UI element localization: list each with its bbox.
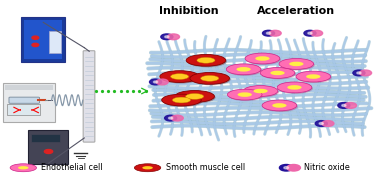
FancyBboxPatch shape bbox=[28, 130, 68, 164]
Ellipse shape bbox=[262, 100, 297, 111]
Ellipse shape bbox=[279, 58, 314, 69]
Circle shape bbox=[161, 34, 173, 40]
Circle shape bbox=[279, 165, 293, 171]
Text: Endothelial cell: Endothelial cell bbox=[41, 163, 103, 172]
Circle shape bbox=[319, 122, 323, 124]
Ellipse shape bbox=[246, 54, 281, 65]
Circle shape bbox=[311, 30, 322, 36]
Circle shape bbox=[167, 34, 180, 40]
Ellipse shape bbox=[229, 90, 263, 101]
Ellipse shape bbox=[191, 74, 231, 85]
Ellipse shape bbox=[277, 82, 312, 93]
Ellipse shape bbox=[260, 68, 295, 78]
Ellipse shape bbox=[201, 76, 219, 81]
Text: Inhibition: Inhibition bbox=[159, 6, 219, 16]
Circle shape bbox=[357, 72, 361, 74]
Ellipse shape bbox=[255, 56, 270, 61]
Ellipse shape bbox=[263, 101, 298, 112]
Ellipse shape bbox=[197, 57, 215, 63]
Ellipse shape bbox=[142, 166, 153, 169]
FancyBboxPatch shape bbox=[5, 85, 53, 90]
Ellipse shape bbox=[270, 71, 285, 75]
Circle shape bbox=[169, 117, 173, 119]
Ellipse shape bbox=[175, 91, 214, 102]
Circle shape bbox=[44, 150, 53, 153]
Ellipse shape bbox=[245, 53, 280, 64]
Ellipse shape bbox=[162, 94, 201, 106]
Circle shape bbox=[284, 167, 288, 169]
Ellipse shape bbox=[161, 72, 200, 84]
Ellipse shape bbox=[160, 71, 199, 82]
Circle shape bbox=[32, 43, 39, 47]
Circle shape bbox=[344, 103, 356, 108]
Text: Nitric oxide: Nitric oxide bbox=[304, 163, 350, 172]
FancyBboxPatch shape bbox=[9, 97, 39, 103]
Circle shape bbox=[353, 70, 365, 76]
FancyBboxPatch shape bbox=[3, 83, 54, 122]
Ellipse shape bbox=[172, 97, 191, 103]
Text: Acceleration: Acceleration bbox=[257, 6, 335, 16]
Circle shape bbox=[359, 70, 372, 76]
Ellipse shape bbox=[280, 60, 315, 70]
Ellipse shape bbox=[190, 72, 229, 84]
FancyBboxPatch shape bbox=[48, 31, 60, 53]
Ellipse shape bbox=[261, 69, 296, 79]
Text: Smooth muscle cell: Smooth muscle cell bbox=[166, 163, 245, 172]
Circle shape bbox=[266, 32, 271, 34]
Circle shape bbox=[262, 30, 274, 36]
Ellipse shape bbox=[278, 83, 313, 94]
Ellipse shape bbox=[272, 103, 287, 108]
Ellipse shape bbox=[237, 67, 251, 72]
Ellipse shape bbox=[176, 92, 215, 103]
Circle shape bbox=[32, 36, 39, 39]
Ellipse shape bbox=[187, 56, 227, 67]
Ellipse shape bbox=[18, 166, 29, 169]
Circle shape bbox=[269, 30, 281, 36]
Circle shape bbox=[164, 115, 177, 121]
Circle shape bbox=[165, 36, 169, 38]
Circle shape bbox=[308, 32, 312, 34]
Ellipse shape bbox=[228, 65, 262, 76]
Ellipse shape bbox=[226, 64, 261, 75]
Circle shape bbox=[315, 121, 327, 126]
FancyBboxPatch shape bbox=[21, 17, 65, 62]
Circle shape bbox=[153, 81, 158, 83]
Circle shape bbox=[338, 103, 350, 108]
Ellipse shape bbox=[244, 87, 279, 98]
Circle shape bbox=[322, 121, 334, 126]
Ellipse shape bbox=[186, 94, 204, 99]
Ellipse shape bbox=[10, 164, 36, 172]
Ellipse shape bbox=[306, 74, 321, 79]
Circle shape bbox=[342, 104, 346, 106]
FancyBboxPatch shape bbox=[25, 20, 62, 59]
Ellipse shape bbox=[163, 95, 202, 107]
Ellipse shape bbox=[135, 164, 161, 172]
FancyBboxPatch shape bbox=[7, 104, 40, 115]
Circle shape bbox=[156, 79, 168, 85]
Ellipse shape bbox=[243, 86, 278, 96]
FancyBboxPatch shape bbox=[83, 51, 95, 142]
Ellipse shape bbox=[253, 89, 268, 93]
Ellipse shape bbox=[228, 89, 262, 100]
Circle shape bbox=[304, 30, 316, 36]
Circle shape bbox=[287, 165, 301, 171]
Ellipse shape bbox=[238, 92, 252, 97]
Ellipse shape bbox=[170, 74, 189, 79]
Circle shape bbox=[171, 115, 183, 121]
Circle shape bbox=[150, 79, 161, 85]
Ellipse shape bbox=[186, 54, 226, 66]
Ellipse shape bbox=[289, 62, 304, 66]
FancyBboxPatch shape bbox=[31, 134, 60, 142]
Ellipse shape bbox=[287, 85, 302, 90]
Ellipse shape bbox=[297, 72, 332, 83]
Ellipse shape bbox=[296, 71, 331, 82]
